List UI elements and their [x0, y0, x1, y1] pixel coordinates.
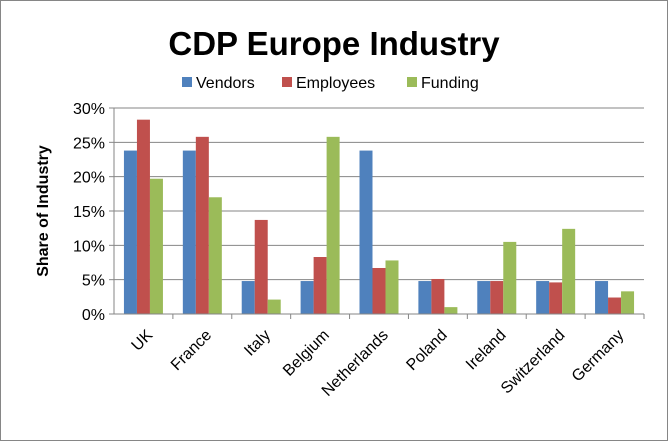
- legend-swatch-funding: [407, 77, 417, 87]
- y-tick-label: 25%: [73, 135, 105, 152]
- bar-funding: [562, 228, 576, 314]
- x-tick-label: UK: [129, 327, 157, 355]
- bar-vendors: [595, 281, 609, 314]
- bar-employees: [608, 297, 622, 314]
- bar-vendors: [182, 150, 196, 314]
- x-tick-label: Belgium: [280, 327, 333, 380]
- x-tick-label: Italy: [241, 327, 274, 360]
- legend-label: Vendors: [196, 75, 255, 92]
- bar-vendors: [123, 150, 137, 314]
- bar-employees: [136, 119, 150, 314]
- bar-employees: [490, 281, 504, 314]
- bar-employees: [254, 219, 268, 314]
- x-tick-label: Poland: [403, 327, 450, 374]
- legend-label: Employees: [296, 75, 375, 92]
- bar-funding: [208, 197, 222, 314]
- y-tick-label: 30%: [73, 101, 105, 118]
- bar-funding: [444, 307, 458, 314]
- bar-vendors: [359, 150, 373, 314]
- y-tick-label: 15%: [73, 204, 105, 221]
- bar-vendors: [477, 281, 491, 314]
- y-tick-label: 20%: [73, 170, 105, 187]
- bar-employees: [549, 282, 563, 314]
- bar-funding: [385, 260, 399, 314]
- legend: Vendors Employees Funding: [182, 75, 479, 92]
- bar-vendors: [241, 281, 255, 314]
- bar-employees: [431, 278, 445, 314]
- bars: [123, 119, 635, 314]
- y-tick-label: 10%: [73, 238, 105, 255]
- chart-title: CDP Europe Industry: [168, 25, 500, 62]
- bar-vendors: [536, 281, 550, 314]
- bar-employees: [372, 267, 386, 314]
- legend-swatch-vendors: [182, 77, 192, 87]
- x-tick-label: Germany: [569, 327, 628, 386]
- bar-funding: [149, 178, 163, 314]
- bar-funding: [267, 299, 281, 314]
- bar-vendors: [418, 281, 432, 314]
- bar-employees: [313, 257, 327, 314]
- bar-funding: [503, 241, 517, 314]
- x-tick-label: France: [168, 327, 215, 374]
- y-axis-label: Share of Industry: [35, 145, 52, 277]
- x-tick-label: Ireland: [463, 327, 510, 374]
- legend-label: Funding: [421, 75, 479, 92]
- y-tick-label: 5%: [82, 273, 105, 290]
- bar-funding: [621, 291, 635, 314]
- bar-funding: [326, 136, 340, 314]
- bar-employees: [195, 136, 209, 314]
- y-tick-label: 0%: [82, 307, 105, 324]
- bar-vendors: [300, 281, 314, 314]
- x-tick-label: Switzerland: [498, 327, 569, 398]
- legend-swatch-employees: [282, 77, 292, 87]
